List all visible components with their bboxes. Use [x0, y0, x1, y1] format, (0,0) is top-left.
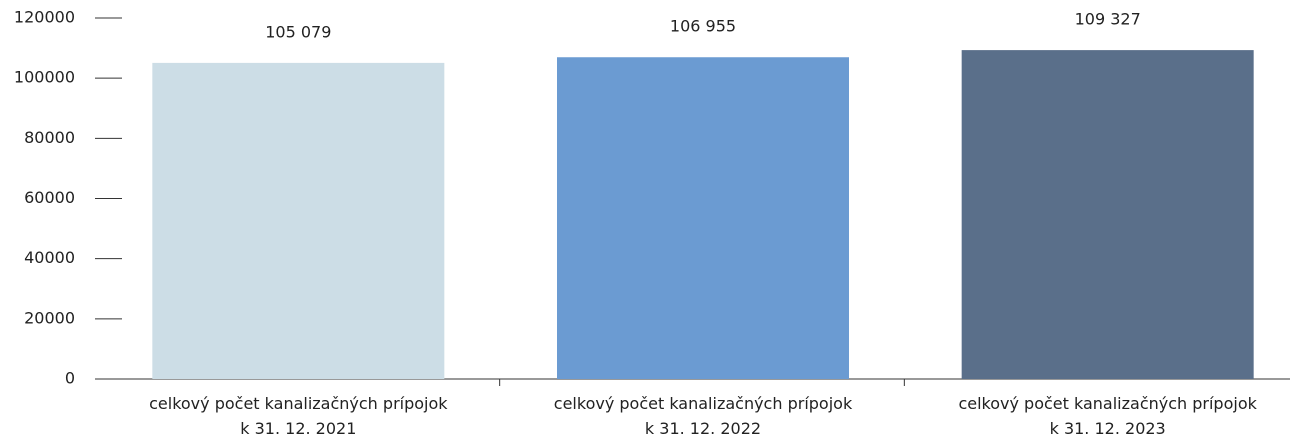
- y-tick-label: 120000: [14, 8, 75, 27]
- value-label: 109 327: [1075, 10, 1141, 29]
- y-tick-label: 60000: [24, 188, 75, 207]
- y-tick-label: 0: [65, 369, 75, 388]
- bar: [152, 62, 445, 380]
- x-tick-label: celkový počet kanalizačných prípojok k 31…: [554, 394, 853, 438]
- y-tick-label: 40000: [24, 248, 75, 267]
- bar: [557, 57, 849, 379]
- y-tick-label: 20000: [24, 308, 75, 327]
- bar: [961, 50, 1254, 379]
- x-tick-label: celkový počet kanalizačných prípojok k 31…: [149, 394, 448, 438]
- x-tick-label: celkový počet kanalizačných prípojok k 31…: [958, 394, 1257, 438]
- y-tick-label: 100000: [14, 68, 75, 87]
- y-tick-label: 80000: [24, 128, 75, 147]
- value-label: 105 079: [265, 22, 331, 41]
- value-label: 106 955: [670, 17, 736, 36]
